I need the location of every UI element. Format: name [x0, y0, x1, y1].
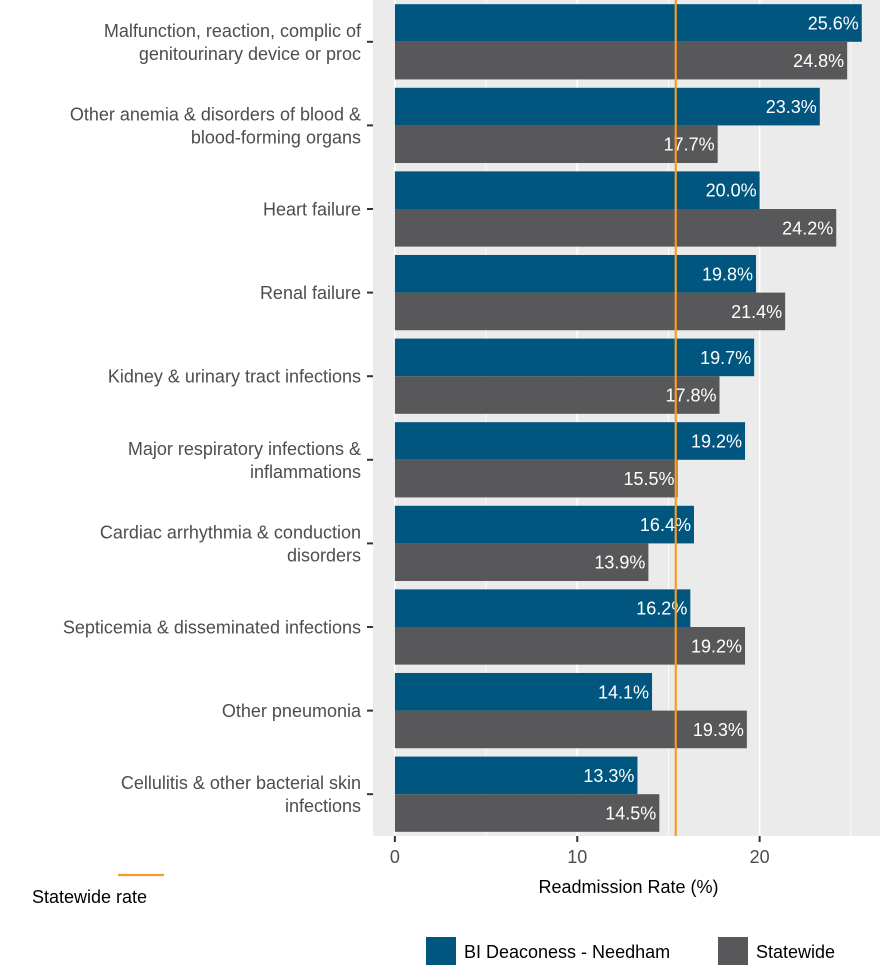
- category-labels: Malfunction, reaction, complic of genitou…: [63, 21, 362, 816]
- data-label-statewide-1: 17.7%: [664, 135, 715, 155]
- bar-hospital-8: [394, 672, 653, 711]
- data-label-statewide-5: 15.5%: [624, 469, 675, 489]
- bar-statewide-4: [394, 376, 720, 414]
- data-label-hospital-0: 25.6%: [808, 13, 859, 33]
- category-label-line: Renal failure: [260, 283, 361, 303]
- category-label-9: Cellulitis & other bacterial skin infecti…: [121, 773, 361, 816]
- legend-swatch-0: [426, 937, 456, 965]
- category-label-8: Other pneumonia: [222, 701, 362, 721]
- bar-statewide-0: [394, 41, 848, 80]
- category-label-6: Cardiac arrhythmia & conduction disorders: [100, 522, 361, 565]
- bar-hospital-1: [394, 87, 820, 126]
- bar-statewide-7: [394, 627, 746, 665]
- data-label-hospital-3: 19.8%: [702, 264, 753, 284]
- category-label-line: Heart failure: [263, 200, 361, 220]
- data-label-statewide-8: 19.3%: [693, 720, 744, 740]
- y-axis-ticks: [367, 40, 373, 796]
- data-label-statewide-3: 21.4%: [731, 302, 782, 322]
- data-label-hospital-2: 20.0%: [706, 181, 757, 201]
- category-label-line: Other anemia & disorders of blood &: [70, 104, 361, 124]
- bar-hospital-2: [394, 171, 760, 209]
- category-label-line: Malfunction, reaction, complic of: [104, 21, 362, 41]
- bar-hospital-7: [394, 589, 691, 627]
- data-label-hospital-1: 23.3%: [766, 97, 817, 117]
- data-label-statewide-4: 17.8%: [665, 386, 716, 406]
- category-label-7: Septicemia & disseminated infections: [63, 618, 361, 638]
- category-label-4: Kidney & urinary tract infections: [108, 367, 361, 387]
- bar-statewide-2: [394, 209, 837, 247]
- category-label-line: Major respiratory infections &: [128, 439, 361, 459]
- category-label-0: Malfunction, reaction, complic of genitou…: [104, 21, 362, 64]
- data-label-hospital-9: 13.3%: [583, 766, 634, 786]
- bar-hospital-0: [394, 4, 862, 42]
- bar-statewide-1: [394, 125, 718, 164]
- category-label-1: Other anemia & disorders of blood & blood…: [70, 104, 361, 147]
- data-label-hospital-6: 16.4%: [640, 515, 691, 535]
- category-label-3: Renal failure: [260, 283, 361, 303]
- category-label-line: blood-forming organs: [191, 127, 361, 147]
- bar-hospital-3: [394, 254, 756, 293]
- bar-hospital-4: [394, 338, 755, 377]
- category-label-line: genitourinary device or proc: [139, 44, 361, 64]
- category-label-line: inflammations: [250, 462, 361, 482]
- x-tick-label-1: 10: [567, 847, 587, 867]
- data-label-statewide-9: 14.5%: [605, 804, 656, 824]
- data-label-statewide-6: 13.9%: [594, 553, 645, 573]
- category-label-line: Septicemia & disseminated infections: [63, 618, 361, 638]
- category-label-line: Cellulitis & other bacterial skin: [121, 773, 361, 793]
- category-label-2: Heart failure: [263, 200, 361, 220]
- x-tick-label-2: 20: [750, 847, 770, 867]
- category-label-line: Kidney & urinary tract infections: [108, 367, 361, 387]
- bar-hospital-6: [394, 505, 694, 544]
- bar-hospital-5: [394, 422, 746, 460]
- bar-statewide-8: [394, 710, 747, 749]
- bar-statewide-9: [394, 794, 660, 832]
- legend: BI Deaconess - Needham Statewide: [426, 937, 835, 965]
- data-label-hospital-4: 19.7%: [700, 348, 751, 368]
- statewide-rate-legend-label: Statewide rate: [32, 887, 147, 907]
- x-axis-title: Readmission Rate (%): [538, 877, 718, 897]
- category-label-line: infections: [285, 796, 361, 816]
- category-label-5: Major respiratory infections & inflammati…: [128, 439, 361, 482]
- bar-statewide-3: [394, 292, 786, 331]
- data-label-statewide-0: 24.8%: [793, 51, 844, 71]
- bar-hospital-9: [394, 756, 638, 795]
- data-label-hospital-7: 16.2%: [636, 599, 687, 619]
- data-label-statewide-7: 19.2%: [691, 636, 742, 656]
- x-tick-label-0: 0: [390, 847, 400, 867]
- bar-statewide-5: [394, 459, 678, 498]
- legend-swatch-1: [718, 937, 748, 965]
- category-label-line: Cardiac arrhythmia & conduction: [100, 522, 361, 542]
- legend-label-0: BI Deaconess - Needham: [464, 942, 670, 962]
- bars: [394, 4, 862, 832]
- category-label-line: Other pneumonia: [222, 701, 362, 721]
- x-axis-ticks: 0 10 20: [390, 836, 770, 867]
- data-label-hospital-8: 14.1%: [598, 682, 649, 702]
- bar-statewide-6: [394, 543, 649, 582]
- category-label-line: disorders: [287, 545, 361, 565]
- data-label-statewide-2: 24.2%: [782, 218, 833, 238]
- legend-label-1: Statewide: [756, 942, 835, 962]
- data-label-hospital-5: 19.2%: [691, 431, 742, 451]
